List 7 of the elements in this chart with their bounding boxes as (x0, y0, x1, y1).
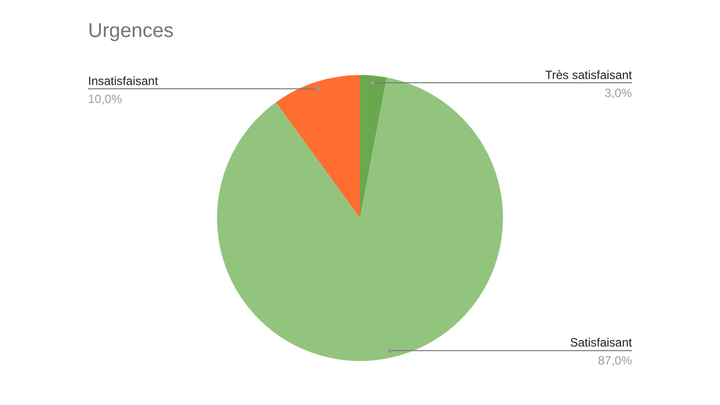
slice-label: Insatisfaisant (88, 74, 159, 88)
slice-label: Satisfaisant (570, 336, 633, 350)
data-label: 87,0% (598, 354, 632, 368)
chart-title: Urgences (88, 20, 174, 43)
data-label: 3,0% (604, 86, 632, 100)
data-label: 10,0% (88, 92, 122, 106)
slice-label: Très satisfaisant (545, 68, 633, 82)
